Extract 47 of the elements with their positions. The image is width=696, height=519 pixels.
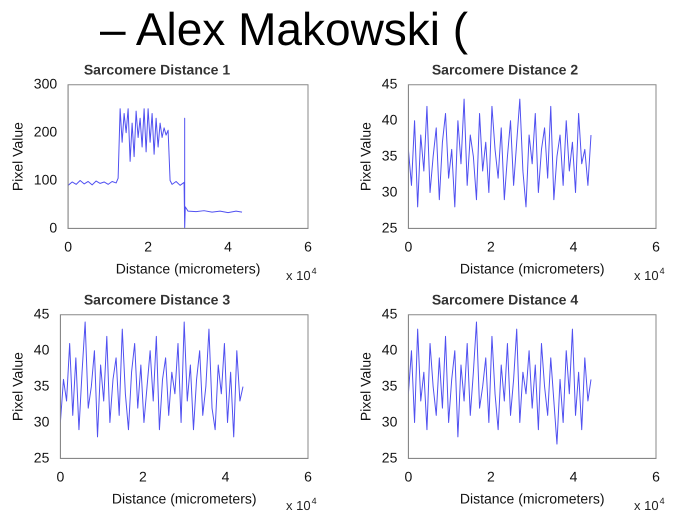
chart-title: Sarcomere Distance 4: [432, 291, 578, 308]
x-tick-label: 6: [304, 238, 312, 255]
x-tick-label: 6: [304, 468, 312, 485]
x-tick-label: 6: [652, 468, 660, 485]
x-axis-title: Distance (micrometers): [112, 490, 257, 506]
x-axis-title: Distance (micrometers): [460, 490, 605, 506]
x-tick-label: 0: [64, 238, 72, 255]
y-tick-label: 45: [382, 306, 398, 322]
x-tick-label: 2: [487, 238, 496, 255]
x-tick-label: 6: [652, 238, 660, 255]
x-axis-title: Distance (micrometers): [460, 260, 605, 276]
x-tick-label: 4: [570, 468, 578, 485]
x-axis-title: Distance (micrometers): [116, 260, 260, 276]
y-tick-label: 30: [382, 413, 398, 430]
x-tick-label: 4: [570, 238, 578, 255]
y-tick-label: 35: [34, 377, 50, 394]
y-tick-label: 40: [34, 342, 50, 358]
y-tick-label: 30: [382, 183, 398, 200]
x-tick-label: 0: [404, 238, 412, 255]
x-tick-label: 4: [224, 238, 232, 255]
y-tick-label: 30: [34, 413, 50, 430]
y-axis-title: Pixel Value: [9, 122, 26, 192]
y-tick-label: 25: [34, 449, 50, 466]
y-tick-label: 45: [34, 306, 50, 322]
x-tick-label: 2: [144, 238, 152, 255]
y-tick-label: 25: [382, 449, 398, 466]
x-tick-label: 2: [487, 468, 496, 485]
text: – Alex Makowski (: [100, 3, 468, 55]
x-tick-label: 0: [404, 468, 412, 485]
y-axis-title: Pixel Value: [357, 352, 374, 422]
y-tick-label: 40: [382, 342, 398, 358]
y-tick-label: 35: [382, 147, 398, 164]
x-tick-label: 2: [139, 468, 148, 485]
y-axis-title: Pixel Value: [357, 122, 374, 192]
chart-title: Sarcomere Distance 1: [84, 61, 230, 78]
y-tick-label: 0: [49, 219, 58, 236]
y-tick-label: 40: [382, 112, 398, 128]
y-tick-label: 35: [382, 377, 398, 394]
chart-title: Sarcomere Distance 2: [432, 61, 578, 78]
y-axis-title: Pixel Value: [9, 352, 26, 422]
y-tick-label: 300: [34, 76, 58, 92]
y-tick-label: 100: [34, 171, 58, 188]
y-tick-label: 25: [382, 219, 398, 236]
y-tick-label: 200: [34, 124, 58, 140]
x-tick-label: 4: [222, 468, 230, 485]
y-tick-label: 45: [382, 76, 398, 92]
chart-title: Sarcomere Distance 3: [84, 291, 230, 308]
